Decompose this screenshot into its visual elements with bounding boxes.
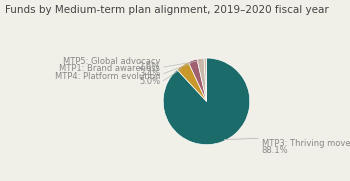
Wedge shape <box>163 58 250 145</box>
Wedge shape <box>197 58 206 101</box>
Text: 5.0%: 5.0% <box>139 77 160 86</box>
Text: MTP5: Global advocacy: MTP5: Global advocacy <box>63 57 160 66</box>
Text: 88.1%: 88.1% <box>261 146 288 155</box>
Text: MTP4: Platform evolution: MTP4: Platform evolution <box>55 71 160 81</box>
Text: MTP3: Thriving movement: MTP3: Thriving movement <box>261 140 350 148</box>
Wedge shape <box>188 59 206 101</box>
Text: Funds by Medium-term plan alignment, 2019–2020 fiscal year: Funds by Medium-term plan alignment, 201… <box>5 5 329 15</box>
Wedge shape <box>204 58 206 101</box>
Text: 2.6%: 2.6% <box>139 62 160 71</box>
Text: 3.4%: 3.4% <box>139 69 160 78</box>
Text: MTP1: Brand awareness: MTP1: Brand awareness <box>59 64 160 73</box>
Wedge shape <box>177 62 206 101</box>
